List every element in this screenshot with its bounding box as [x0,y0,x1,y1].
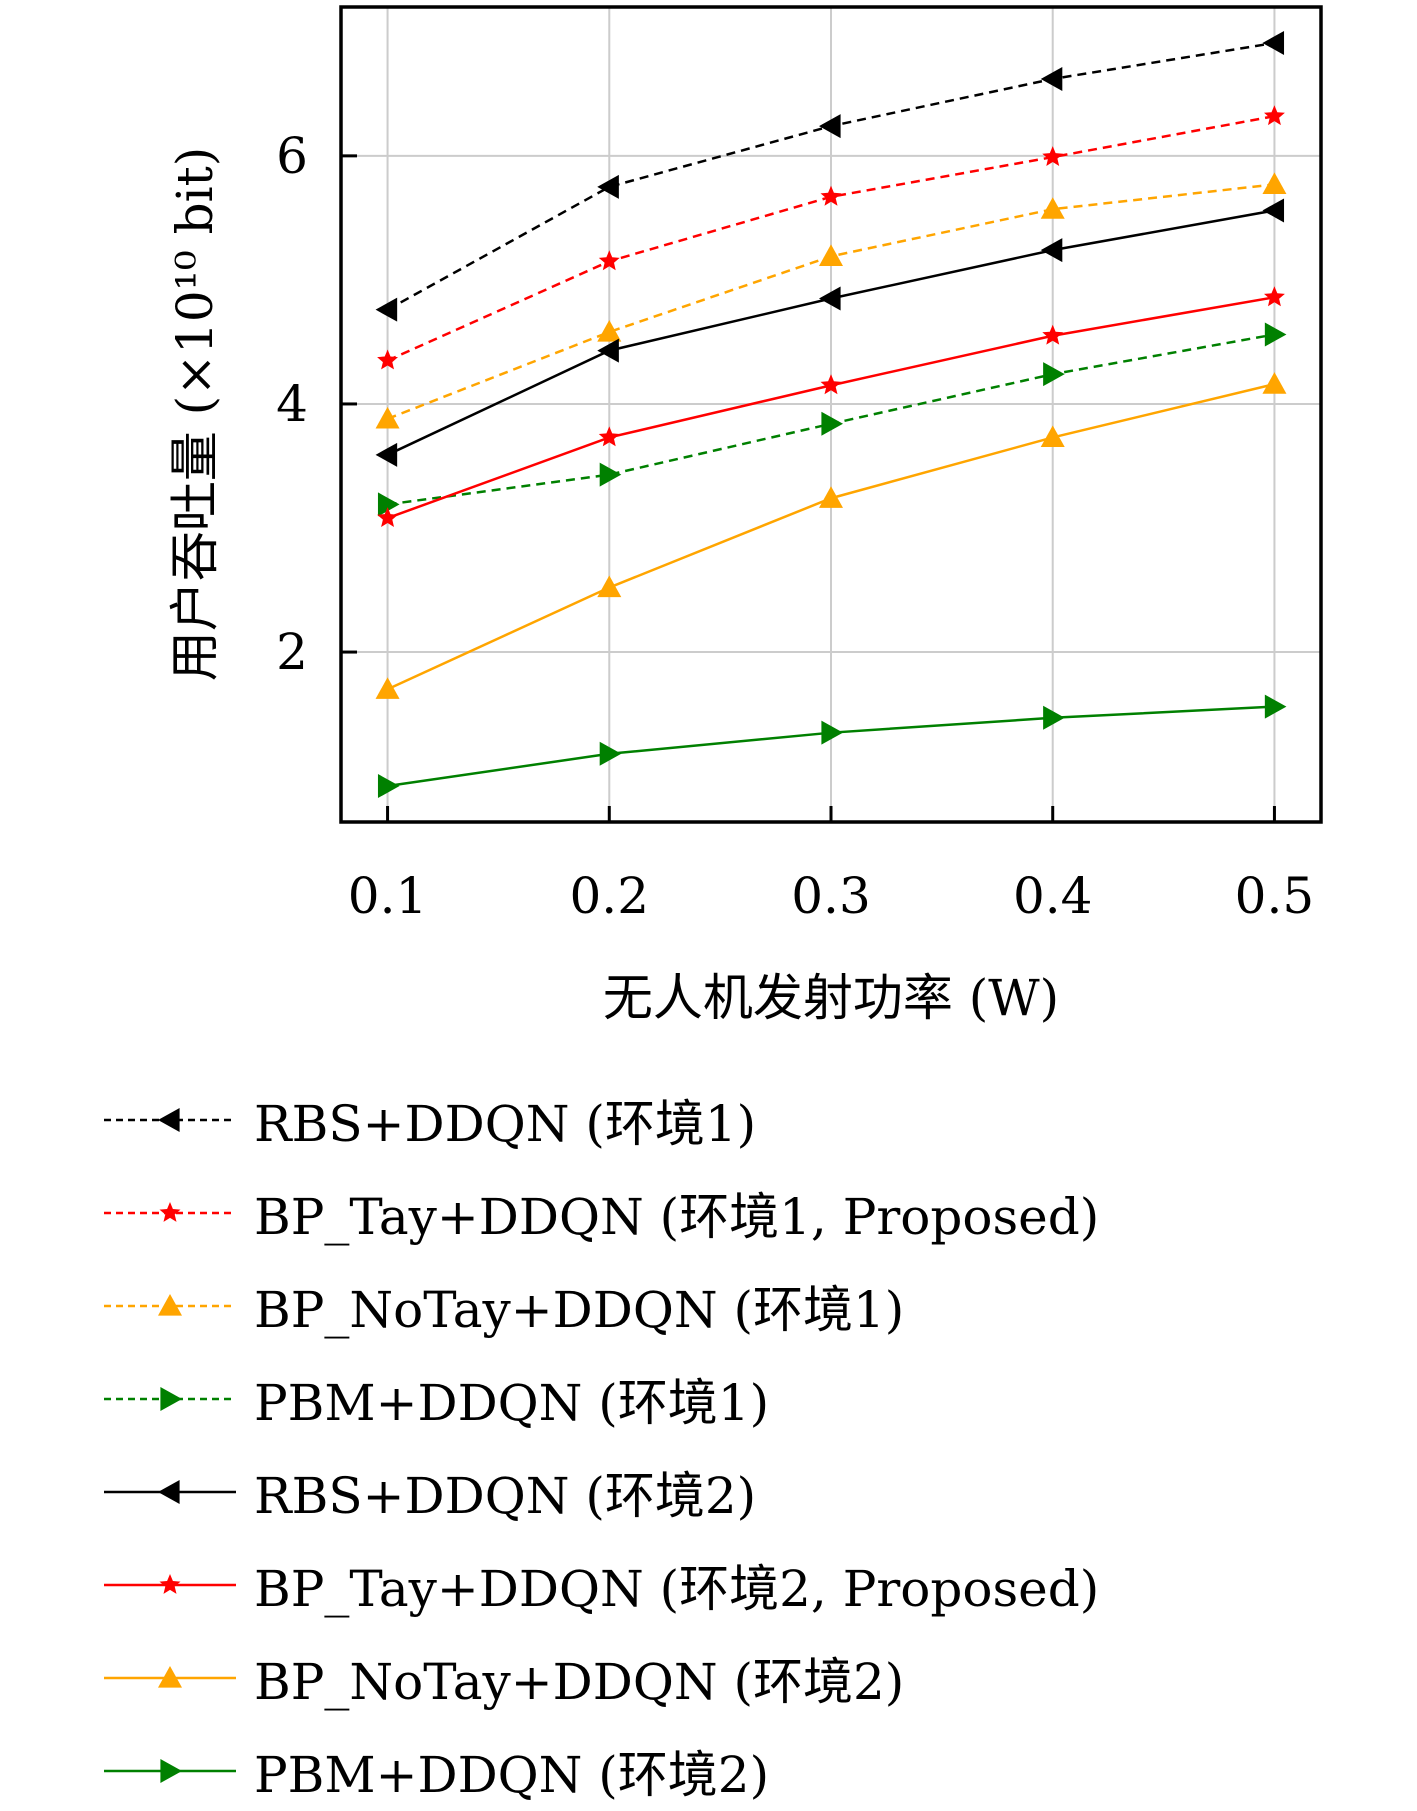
series-6 [375,372,1287,699]
legend-item: PBM+DDQN (环境2) [100,1731,769,1811]
data-point [597,338,619,363]
data-point [377,507,398,527]
data-point [375,297,398,322]
data-point [1043,705,1065,730]
data-point [377,774,400,799]
data-point [1262,372,1287,394]
legend-label: BP_NoTay+DDQN (环境1) [254,1281,905,1339]
data-point [1043,362,1065,387]
legend-swatch [104,1666,236,1688]
legend-marker [158,1480,180,1504]
legend-label: BP_NoTay+DDQN (环境2) [254,1653,905,1711]
data-point [1262,198,1285,223]
y-axis-title: 用户吞吐量 (×10¹⁰ bit) [166,147,224,682]
data-point [599,741,622,766]
data-point [377,349,398,370]
legend-marker [158,1108,180,1132]
data-point [819,114,841,139]
legend-swatch [104,1108,236,1132]
data-point [598,250,620,271]
data-point [1264,286,1285,307]
data-point [1040,66,1063,91]
x-axis-title: 无人机发射功率 (W) [603,969,1059,1027]
ticks [341,154,1276,822]
data-point [599,462,622,487]
data-point [375,442,398,467]
legend-swatch [104,1759,236,1783]
series-7 [377,694,1287,799]
data-point [597,320,622,342]
data-point [819,286,841,311]
legend-label: PBM+DDQN (环境1) [254,1374,770,1432]
data-point [1264,694,1287,719]
data-point [820,185,842,206]
legend-swatch [104,1574,236,1594]
data-point [821,411,843,436]
x-tick-labels: 0.1 0.2 0.3 0.4 0.5 [348,867,1314,925]
data-point [1262,30,1285,55]
legend-swatch [104,1294,236,1316]
data-point [375,406,400,429]
data-point [1264,322,1287,347]
legend-swatch [104,1387,236,1411]
data-point [377,492,400,517]
series-group [375,30,1287,799]
y-tick-labels: 2 4 6 [276,127,308,681]
x-tick-label: 0.4 [1013,867,1093,925]
data-point [1042,324,1064,345]
series-3 [377,322,1287,517]
legend-marker [158,1294,182,1316]
data-point [821,720,843,745]
data-point [597,575,622,598]
y-tick-label: 2 [276,623,308,681]
legend-item: BP_NoTay+DDQN (环境1) [100,1266,904,1346]
line-chart: 0.1 0.2 0.3 0.4 0.5 2 4 6 无人机发射功率 (W) 用户吞吐量 (×… [166,5,1323,1027]
data-point [597,174,619,199]
series-4 [375,198,1285,467]
series-0 [375,30,1285,322]
data-point [1040,197,1065,219]
legend-marker [160,1759,182,1783]
legend-marker [159,1202,181,1222]
legend-marker [158,1666,182,1688]
legend-item: PBM+DDQN (环境1) [100,1359,769,1439]
data-point [1042,146,1064,166]
x-tick-label: 0.5 [1235,867,1315,925]
series-1 [377,105,1285,370]
legend-swatch [104,1480,236,1504]
data-point [1262,172,1287,194]
y-tick-label: 4 [276,375,308,433]
legend-item: RBS+DDQN (环境2) [100,1452,756,1532]
legend-label: BP_Tay+DDQN (环境2, Proposed) [254,1560,1100,1618]
legend-item: BP_NoTay+DDQN (环境2) [100,1638,904,1718]
legend-label: RBS+DDQN (环境1) [254,1095,757,1153]
legend-label: BP_Tay+DDQN (环境1, Proposed) [254,1188,1100,1246]
legend-marker [159,1574,181,1594]
legend-item: RBS+DDQN (环境1) [100,1080,756,1160]
grid [341,7,1321,822]
y-tick-label: 6 [276,127,308,185]
legend-marker [160,1387,182,1411]
series-5 [377,286,1285,527]
data-point [1040,238,1063,263]
x-tick-label: 0.2 [570,867,650,925]
legend-item: BP_Tay+DDQN (环境1, Proposed) [100,1173,1099,1253]
data-point [375,677,400,699]
data-point [1040,425,1065,448]
legend-label: PBM+DDQN (环境2) [254,1746,770,1804]
data-point [819,486,843,508]
series-2 [375,172,1287,429]
data-point [1264,105,1285,126]
x-tick-label: 0.3 [791,867,871,925]
legend-label: RBS+DDQN (环境2) [254,1467,757,1525]
data-point [819,244,843,266]
x-tick-label: 0.1 [348,867,428,925]
data-point [820,374,842,395]
legend-item: BP_Tay+DDQN (环境2, Proposed) [100,1545,1099,1625]
data-point [598,426,620,447]
legend-swatch [104,1202,236,1222]
